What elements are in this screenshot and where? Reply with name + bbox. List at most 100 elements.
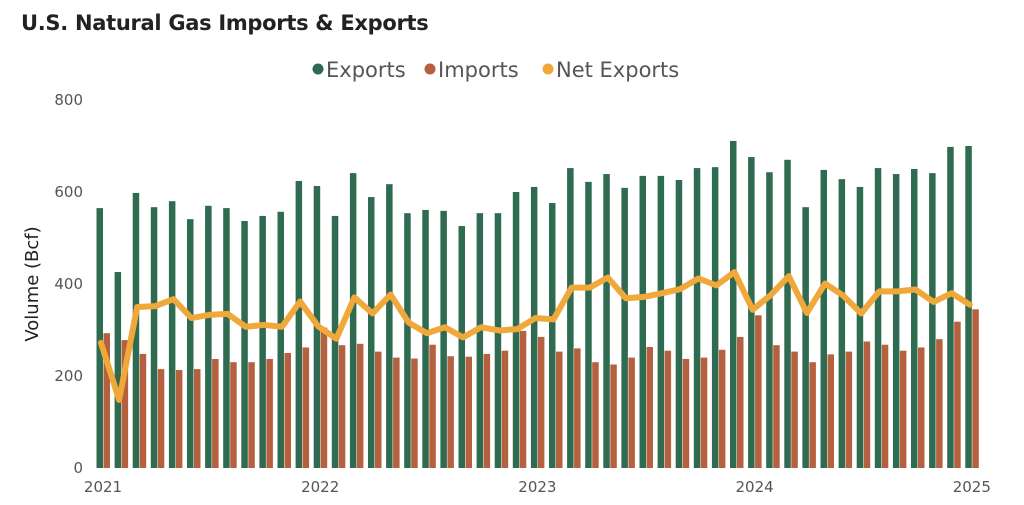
imports-bar — [664, 350, 672, 468]
exports-bar — [911, 169, 918, 468]
imports-bar — [465, 356, 472, 468]
exports-bar — [856, 186, 864, 468]
imports-bar — [918, 347, 925, 468]
exports-bar — [458, 226, 465, 468]
imports-bar — [121, 340, 129, 468]
imports-bar — [827, 354, 834, 468]
imports-bar — [718, 349, 726, 468]
imports-bar — [447, 356, 454, 468]
exports-bar — [657, 175, 665, 468]
imports-bar — [212, 358, 219, 468]
imports-bar — [646, 347, 653, 468]
legend-label: Imports — [438, 58, 519, 82]
imports-bar — [773, 345, 780, 468]
imports-bar — [863, 341, 871, 468]
net-exports-line — [98, 269, 973, 403]
y-tick-label: 400 — [54, 275, 83, 293]
exports-bar — [476, 213, 484, 468]
legend-marker-imports — [424, 63, 436, 75]
legend-marker-exports — [312, 63, 324, 75]
imports-bar — [881, 344, 889, 468]
exports-bar — [368, 197, 375, 468]
legend-label: Exports — [326, 58, 406, 82]
imports-bar — [248, 362, 255, 468]
exports-bar — [675, 180, 683, 469]
exports-bar — [150, 207, 158, 468]
imports-bar — [972, 309, 979, 468]
x-tick-label: 2023 — [518, 478, 556, 496]
imports-bar — [556, 351, 563, 468]
exports-bar — [766, 172, 773, 468]
exports-bar — [730, 140, 737, 468]
imports-bar — [737, 336, 744, 468]
imports-bar — [954, 321, 961, 468]
exports-bar — [748, 157, 755, 469]
imports-bar — [682, 358, 690, 468]
exports-bar — [440, 210, 447, 469]
exports-bar — [892, 174, 900, 468]
exports-bar — [96, 208, 103, 468]
exports-bar — [603, 174, 610, 468]
exports-bar — [585, 181, 592, 468]
imports-bar — [574, 348, 581, 468]
imports-bar — [375, 351, 382, 468]
imports-bar — [936, 339, 943, 468]
imports-bar — [755, 315, 762, 468]
imports-bar — [429, 344, 436, 468]
chart-title: U.S. Natural Gas Imports & Exports — [21, 11, 429, 35]
exports-bar — [838, 179, 846, 468]
exports-bar — [223, 208, 230, 468]
exports-bar — [549, 203, 556, 469]
exports-bar — [205, 205, 212, 469]
exports-bar — [404, 213, 411, 468]
imports-bar — [302, 347, 310, 468]
legend-marker-net-exports — [542, 63, 554, 75]
imports-bar — [791, 351, 798, 468]
imports-bar — [157, 369, 165, 468]
imports-bar — [175, 370, 183, 468]
exports-bar — [349, 173, 357, 468]
imports-bar — [338, 345, 346, 468]
x-tick-label: 2022 — [301, 478, 339, 496]
exports-bar — [132, 192, 140, 469]
imports-bar — [809, 362, 816, 468]
x-tick-label: 2024 — [736, 478, 774, 496]
imports-bar — [320, 327, 328, 468]
exports-bar — [331, 215, 339, 468]
exports-bar — [621, 187, 628, 469]
exports-bar — [929, 173, 936, 468]
exports-bar — [874, 168, 882, 468]
exports-bar — [947, 146, 954, 469]
imports-bar — [393, 357, 400, 468]
imports-bar — [230, 362, 237, 468]
imports-bar — [501, 350, 509, 468]
y-tick-label: 0 — [73, 459, 83, 477]
exports-bar — [422, 209, 429, 468]
imports-bar — [411, 358, 418, 468]
imports-bar — [103, 333, 110, 468]
y-tick-label: 600 — [54, 183, 83, 201]
y-tick-label: 800 — [54, 91, 83, 109]
imports-bar — [139, 353, 147, 468]
imports-bar — [899, 350, 907, 468]
exports-bar — [802, 207, 809, 468]
exports-bar — [168, 201, 176, 468]
imports-bar — [284, 353, 291, 468]
exports-bar — [784, 159, 791, 469]
exports-bar — [693, 168, 701, 468]
imports-bar — [610, 364, 617, 468]
legend-label: Net Exports — [556, 58, 679, 82]
x-tick-label: 2021 — [84, 478, 122, 496]
exports-bar — [114, 272, 122, 468]
exports-bar — [530, 186, 538, 468]
exports-bar — [494, 213, 502, 468]
exports-bar — [241, 220, 248, 468]
exports-bar — [639, 175, 646, 468]
x-tick-label: 2025 — [953, 478, 991, 496]
exports-bar — [711, 167, 719, 468]
exports-bar — [386, 184, 393, 468]
imports-bar — [519, 330, 527, 468]
exports-bar — [277, 211, 284, 468]
imports-bar — [845, 351, 853, 468]
